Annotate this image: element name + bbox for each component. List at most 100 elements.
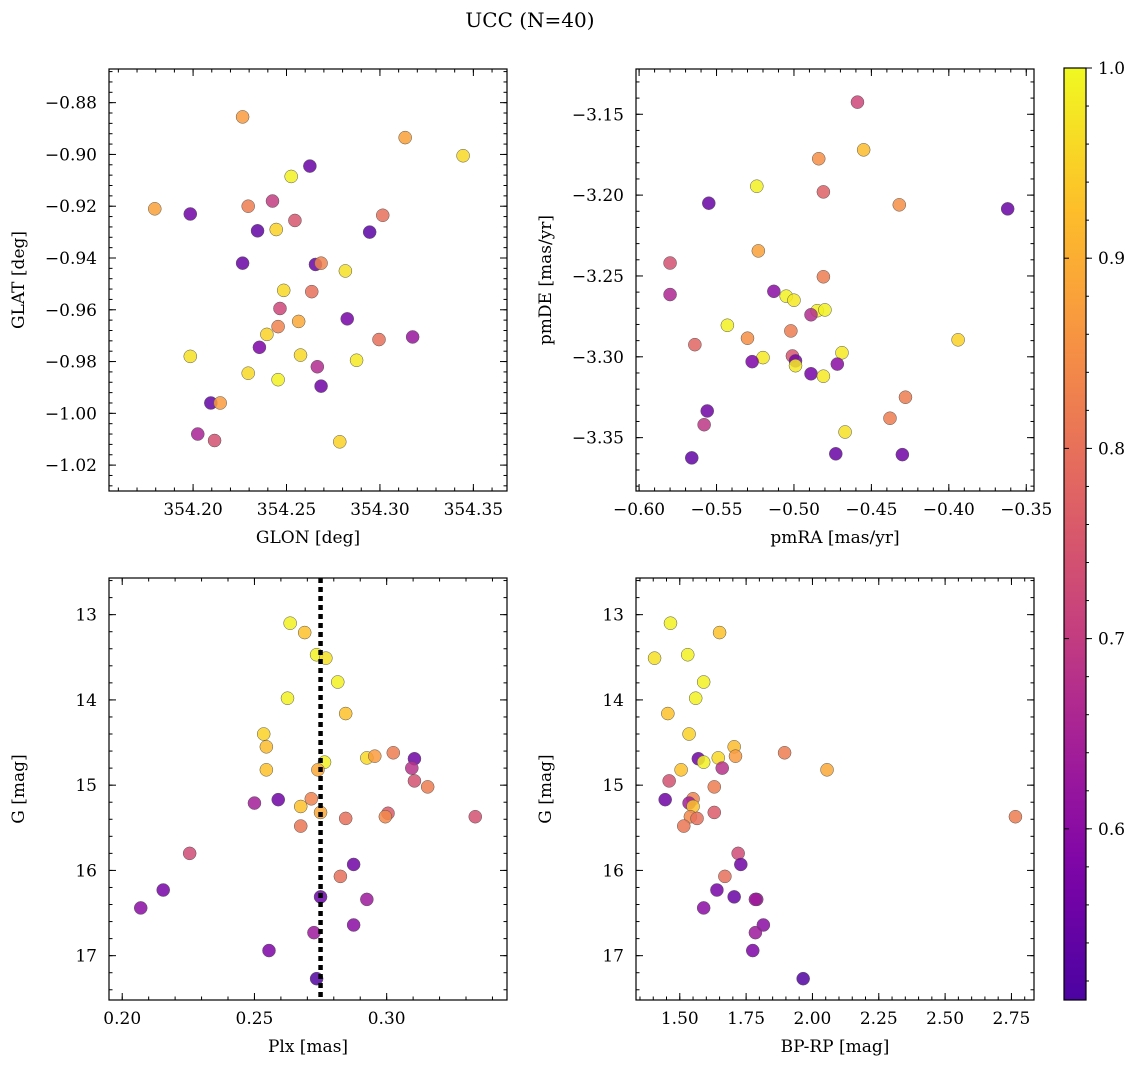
data-point bbox=[265, 194, 280, 208]
data-point bbox=[892, 198, 907, 212]
data-point bbox=[710, 883, 724, 897]
data-point bbox=[707, 780, 722, 794]
data-point bbox=[256, 727, 271, 741]
data-point bbox=[386, 746, 401, 760]
colorbar-gradient bbox=[1063, 67, 1087, 1001]
data-point bbox=[748, 892, 763, 907]
data-point bbox=[751, 244, 766, 258]
y-tick-label: −1.02 bbox=[45, 456, 97, 476]
colorbar-tick-label: 0.7 bbox=[1098, 630, 1125, 650]
x-axis-label: GLON [deg] bbox=[256, 528, 360, 548]
data-point bbox=[777, 746, 792, 760]
data-point bbox=[250, 224, 265, 238]
y-tick-label: 15 bbox=[75, 776, 97, 796]
y-axis-label: pmDE [mas/yr] bbox=[536, 215, 556, 345]
data-point bbox=[213, 396, 227, 410]
data-point bbox=[314, 256, 328, 270]
data-point bbox=[283, 616, 297, 630]
x-tick-label: 354.35 bbox=[444, 500, 503, 520]
y-tick-label: 17 bbox=[75, 947, 97, 967]
x-tick-label: 0.30 bbox=[368, 1009, 406, 1029]
data-point bbox=[685, 451, 699, 465]
data-point bbox=[405, 761, 419, 775]
data-point bbox=[663, 616, 678, 630]
data-point bbox=[338, 706, 353, 721]
data-point bbox=[731, 846, 745, 861]
data-point bbox=[663, 287, 677, 302]
data-point bbox=[748, 925, 763, 940]
data-point bbox=[674, 763, 688, 777]
x-tick-label: −0.35 bbox=[1000, 500, 1052, 520]
panel-1: 354.20 354.25 354.30 354.35 −0.88 −0.90 −0.92 −… bbox=[9, 68, 508, 548]
data-point bbox=[293, 348, 308, 362]
colorbar-tick-label: 1.0 bbox=[1098, 59, 1125, 79]
data-point bbox=[734, 857, 748, 872]
y-tick-label: 14 bbox=[602, 691, 624, 711]
data-point bbox=[838, 425, 852, 439]
data-point bbox=[745, 354, 759, 369]
data-point bbox=[284, 169, 298, 184]
data-point bbox=[280, 691, 295, 705]
data-point bbox=[368, 749, 382, 763]
data-point bbox=[338, 264, 353, 278]
data-point bbox=[796, 971, 810, 986]
data-point bbox=[273, 301, 287, 316]
data-point bbox=[690, 811, 704, 826]
data-point bbox=[788, 358, 803, 373]
data-point bbox=[293, 819, 308, 833]
data-point bbox=[663, 256, 677, 270]
data-point bbox=[898, 390, 913, 404]
data-point bbox=[271, 319, 285, 334]
data-point bbox=[688, 337, 702, 352]
data-point bbox=[767, 284, 781, 299]
colorbar-tick-label: 0.8 bbox=[1098, 439, 1125, 459]
data-point bbox=[304, 284, 319, 299]
data-point bbox=[718, 869, 732, 884]
y-tick-label: −3.35 bbox=[572, 429, 624, 449]
y-tick-label: 15 bbox=[602, 776, 624, 796]
data-point bbox=[677, 819, 691, 833]
data-point bbox=[191, 427, 205, 441]
y-tick-label: −3.25 bbox=[572, 267, 624, 287]
data-point bbox=[740, 331, 755, 345]
data-point bbox=[420, 780, 435, 794]
data-point bbox=[750, 179, 764, 193]
data-point bbox=[346, 857, 361, 872]
panels: 354.20 354.25 354.30 354.35 −0.88 −0.90 −0.92 −… bbox=[9, 68, 1052, 1057]
x-tick-label: 354.25 bbox=[257, 500, 316, 520]
data-point bbox=[804, 308, 818, 322]
data-point bbox=[362, 225, 377, 239]
data-point bbox=[682, 727, 696, 741]
y-axis-label: GLAT [deg] bbox=[9, 231, 29, 329]
y-tick-label: 17 bbox=[602, 947, 624, 967]
data-point bbox=[311, 763, 325, 777]
data-point bbox=[835, 346, 849, 360]
colorbar: 0.6 0.7 0.8 0.9 1.0 bbox=[1063, 59, 1125, 1001]
y-tick-label: −1.00 bbox=[45, 404, 97, 424]
x-tick-label: −0.50 bbox=[768, 500, 820, 520]
data-point bbox=[372, 332, 386, 347]
y-tick-label: −3.15 bbox=[572, 105, 624, 125]
data-point bbox=[784, 324, 798, 338]
data-point bbox=[816, 270, 831, 284]
data-point bbox=[235, 256, 250, 270]
y-tick-label: 14 bbox=[75, 691, 97, 711]
data-point bbox=[331, 675, 345, 689]
x-tick-label: −0.40 bbox=[923, 500, 975, 520]
data-point bbox=[340, 312, 354, 326]
data-point bbox=[276, 283, 291, 298]
y-tick-label: 16 bbox=[602, 861, 624, 881]
data-point bbox=[696, 901, 711, 915]
data-point bbox=[696, 755, 711, 769]
data-point bbox=[346, 918, 361, 932]
y-tick-label: −3.20 bbox=[572, 186, 624, 206]
data-point bbox=[727, 890, 741, 904]
data-point bbox=[702, 196, 716, 210]
data-point bbox=[850, 95, 865, 109]
data-point bbox=[745, 943, 760, 958]
data-point bbox=[715, 761, 729, 775]
colorbar-tick-label: 0.6 bbox=[1098, 820, 1125, 840]
data-point bbox=[262, 943, 276, 958]
data-point bbox=[156, 883, 170, 897]
